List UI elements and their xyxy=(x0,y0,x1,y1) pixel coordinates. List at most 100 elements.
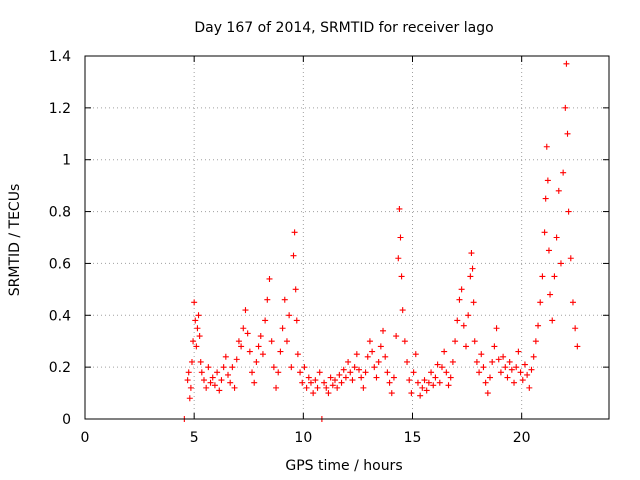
data-point xyxy=(351,364,358,371)
data-point xyxy=(233,356,240,363)
data-point xyxy=(353,351,360,358)
data-point xyxy=(360,384,367,391)
data-point xyxy=(519,377,526,384)
data-point xyxy=(214,369,221,376)
data-point xyxy=(545,247,552,254)
data-point xyxy=(194,325,201,332)
data-point xyxy=(539,273,546,280)
data-point xyxy=(292,286,299,293)
data-point xyxy=(347,369,354,376)
data-point xyxy=(564,130,571,137)
data-point xyxy=(323,384,330,391)
data-point xyxy=(249,369,256,376)
data-point xyxy=(366,338,373,345)
data-point xyxy=(484,390,491,397)
data-point xyxy=(358,374,365,381)
data-point xyxy=(454,317,461,324)
x-tick-label: 0 xyxy=(81,430,90,446)
x-tick-label: 20 xyxy=(513,430,531,446)
data-point xyxy=(342,374,349,381)
data-point xyxy=(465,312,472,319)
data-point xyxy=(340,366,347,373)
data-point xyxy=(562,104,569,111)
data-point xyxy=(458,286,465,293)
data-point xyxy=(414,379,421,386)
data-point xyxy=(301,364,308,371)
data-point xyxy=(497,369,504,376)
data-point xyxy=(283,338,290,345)
data-point xyxy=(362,369,369,376)
data-point xyxy=(218,377,225,384)
data-point xyxy=(553,234,560,241)
data-point xyxy=(549,317,556,324)
data-point xyxy=(345,358,352,365)
data-point xyxy=(567,255,574,262)
data-point xyxy=(259,351,266,358)
x-tick-label: 10 xyxy=(294,430,312,446)
data-point xyxy=(443,369,450,376)
data-point xyxy=(244,330,251,337)
data-point xyxy=(478,351,485,358)
data-point xyxy=(495,356,502,363)
data-point xyxy=(460,322,467,329)
data-point xyxy=(334,384,341,391)
data-point xyxy=(396,205,403,212)
data-point xyxy=(530,353,537,360)
data-point xyxy=(547,291,554,298)
data-point xyxy=(502,364,509,371)
data-point xyxy=(266,275,273,282)
data-point xyxy=(279,325,286,332)
data-point xyxy=(470,299,477,306)
data-point xyxy=(469,265,476,272)
y-tick-label: 0 xyxy=(62,412,71,428)
data-point xyxy=(526,384,533,391)
data-point xyxy=(312,377,319,384)
data-point xyxy=(187,384,194,391)
data-point xyxy=(386,379,393,386)
plot-frame xyxy=(84,55,610,420)
data-point xyxy=(445,382,452,389)
data-point xyxy=(303,384,310,391)
data-point xyxy=(557,260,564,267)
data-point xyxy=(373,374,380,381)
axis-ticks xyxy=(84,55,609,420)
data-point xyxy=(441,348,448,355)
data-point xyxy=(327,374,334,381)
data-point xyxy=(314,384,321,391)
data-point xyxy=(511,379,518,386)
data-point xyxy=(468,250,475,257)
data-point xyxy=(384,369,391,376)
data-point xyxy=(307,379,314,386)
data-point xyxy=(412,351,419,358)
data-point xyxy=(425,379,432,386)
data-point xyxy=(487,374,494,381)
data-point xyxy=(493,325,500,332)
data-point xyxy=(543,143,550,150)
data-point xyxy=(299,379,306,386)
data-point xyxy=(264,296,271,303)
data-point xyxy=(185,369,192,376)
data-point xyxy=(297,369,304,376)
chart-title: Day 167 of 2014, SRMTID for receiver lag… xyxy=(194,20,493,36)
data-point xyxy=(268,338,275,345)
data-point xyxy=(253,358,260,365)
data-point xyxy=(277,348,284,355)
data-point xyxy=(184,377,191,384)
data-point xyxy=(316,369,323,376)
data-point xyxy=(395,255,402,262)
data-point xyxy=(281,296,288,303)
grid-lines xyxy=(85,56,609,419)
data-point xyxy=(225,371,232,378)
data-points xyxy=(181,60,581,422)
data-point xyxy=(504,374,511,381)
data-point xyxy=(242,307,249,314)
data-point xyxy=(209,374,216,381)
data-point xyxy=(195,312,202,319)
data-point xyxy=(321,379,328,386)
data-point xyxy=(419,384,426,391)
data-point xyxy=(438,364,445,371)
data-point xyxy=(462,343,469,350)
data-point xyxy=(371,364,378,371)
data-point xyxy=(192,317,199,324)
